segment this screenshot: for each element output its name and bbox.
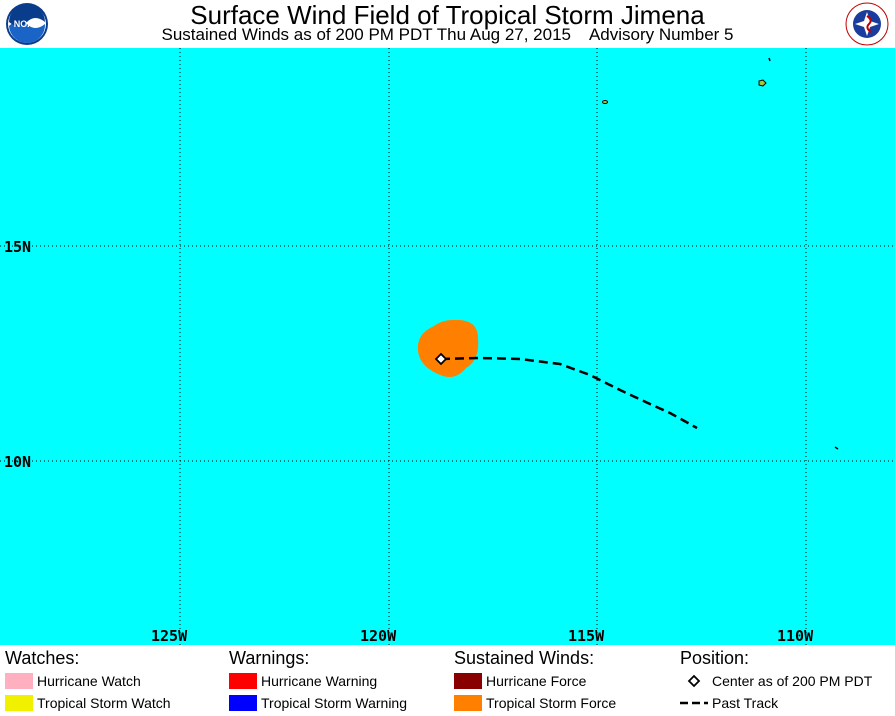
center-label: Center as of 200 PM PDT (712, 673, 873, 689)
noaa-logo: NOAA (5, 2, 49, 46)
legend-item-hurricane-force: Hurricane Force (454, 670, 674, 692)
hurricane-warning-label: Hurricane Warning (261, 673, 378, 689)
tropical-storm-watch-label: Tropical Storm Watch (37, 695, 171, 711)
islands (602, 57, 839, 450)
legend-warnings-heading: Warnings: (229, 648, 310, 668)
legend-warnings: Warnings: Hurricane Warning Tropical Sto… (229, 648, 449, 714)
legend-item-past-track: Past Track (680, 692, 892, 714)
hurricane-watch-label: Hurricane Watch (37, 673, 141, 689)
legend-winds-heading: Sustained Winds: (454, 648, 595, 668)
noaa-logo-text: NOAA (14, 19, 41, 29)
legend-item-tropical-storm-force: Tropical Storm Force (454, 692, 674, 714)
legend-item-hurricane-watch: Hurricane Watch (5, 670, 225, 692)
legend-item-tropical-storm-warning: Tropical Storm Warning (229, 692, 449, 714)
legend-item-hurricane-warning: Hurricane Warning (229, 670, 449, 692)
legend: Watches: Hurricane Watch Tropical Storm … (0, 645, 895, 716)
past-track-line (440, 356, 698, 430)
legend-watches-heading: Watches: (5, 648, 80, 668)
lon-label-115w: 115W (568, 627, 605, 645)
hurricane-force-label: Hurricane Force (486, 673, 587, 689)
hurricane-watch-swatch (5, 673, 33, 689)
legend-position: Position: Center as of 200 PM PDT Past T… (680, 648, 892, 714)
tropical-storm-force-swatch (454, 695, 482, 711)
lat-label-10n: 10N (4, 453, 31, 471)
header: NOAA Surface Wind Field of Tropical Stor… (0, 0, 895, 47)
tropical-storm-watch-swatch (5, 695, 33, 711)
map-title: Surface Wind Field of Tropical Storm Jim… (190, 0, 705, 30)
storm-center-marker (434, 352, 448, 366)
legend-item-tropical-storm-watch: Tropical Storm Watch (5, 692, 225, 714)
island-clipperton (834, 446, 839, 450)
storm-map: 15N 10N 125W 120W 115W 110W (0, 48, 895, 645)
island-clarion (602, 100, 608, 104)
map-subtitle: Sustained Winds as of 200 PM PDT Thu Aug… (161, 25, 734, 44)
tropical-storm-warning-label: Tropical Storm Warning (261, 695, 408, 711)
hurricane-warning-swatch (229, 673, 257, 689)
diamond-icon (687, 674, 701, 688)
tropical-storm-force-wind-field (417, 319, 479, 377)
legend-winds: Sustained Winds: Hurricane Force Tropica… (454, 648, 674, 714)
island-socorro (758, 79, 767, 87)
lon-label-110w: 110W (777, 627, 814, 645)
lon-label-125w: 125W (151, 627, 188, 645)
tropical-storm-force-label: Tropical Storm Force (486, 695, 617, 711)
tropical-storm-warning-swatch (229, 695, 257, 711)
legend-watches: Watches: Hurricane Watch Tropical Storm … (5, 648, 225, 714)
past-track-label: Past Track (712, 695, 779, 711)
legend-position-heading: Position: (680, 648, 750, 668)
island-san-benedicto (768, 57, 771, 62)
legend-item-center: Center as of 200 PM PDT (680, 670, 892, 692)
lat-label-15n: 15N (4, 238, 31, 256)
lon-label-120w: 120W (360, 627, 397, 645)
dashed-line-icon (680, 701, 708, 705)
nws-logo (845, 2, 889, 46)
hurricane-force-swatch (454, 673, 482, 689)
